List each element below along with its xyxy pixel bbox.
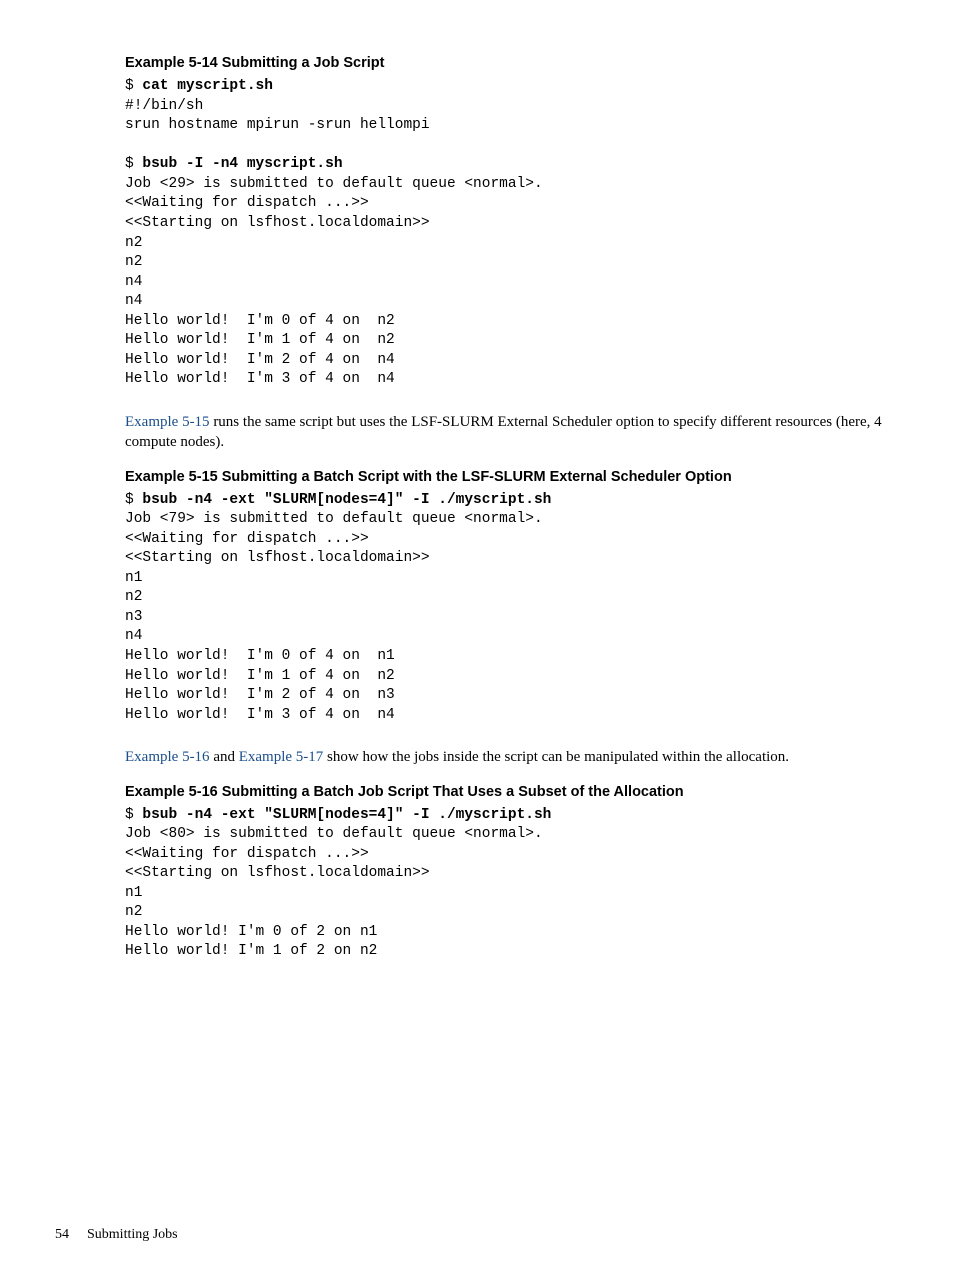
code-prompt: $	[125, 156, 142, 172]
code-output-line: Hello world! I'm 2 of 4 on n4	[125, 352, 395, 368]
code-output-line: Job <80> is submitted to default queue <…	[125, 826, 543, 842]
code-output-line: n4	[125, 628, 142, 644]
code-output-line: n2	[125, 235, 142, 251]
code-output-line: Hello world! I'm 3 of 4 on n4	[125, 707, 395, 723]
example-5-15-link[interactable]: Example 5-15	[125, 414, 210, 430]
code-command: bsub -n4 -ext "SLURM[nodes=4]" -I ./mysc…	[142, 492, 551, 508]
example-5-15-heading: Example 5-15 Submitting a Batch Script w…	[125, 469, 889, 485]
code-output-line: Hello world! I'm 2 of 4 on n3	[125, 687, 395, 703]
code-output-line: Hello world! I'm 1 of 4 on n2	[125, 668, 395, 684]
code-output-line: <<Waiting for dispatch ...>>	[125, 531, 369, 547]
code-output-line: n4	[125, 293, 142, 309]
code-output-line: n1	[125, 885, 142, 901]
code-output-line: Hello world! I'm 1 of 2 on n2	[125, 943, 377, 959]
code-output-line: Job <29> is submitted to default queue <…	[125, 176, 543, 192]
body-text-run: runs the same script but uses the LSF-SL…	[125, 414, 882, 450]
code-output-line: <<Starting on lsfhost.localdomain>>	[125, 215, 430, 231]
example-5-16-heading: Example 5-16 Submitting a Batch Job Scri…	[125, 784, 889, 800]
body-paragraph: Example 5-16 and Example 5-17 show how t…	[125, 747, 889, 767]
code-output-line: <<Waiting for dispatch ...>>	[125, 846, 369, 862]
code-output-line: n4	[125, 274, 142, 290]
code-output-line: Hello world! I'm 3 of 4 on n4	[125, 371, 395, 387]
section-title: Submitting Jobs	[87, 1227, 178, 1242]
code-prompt: $	[125, 78, 142, 94]
code-prompt: $	[125, 492, 142, 508]
example-5-14-heading: Example 5-14 Submitting a Job Script	[125, 55, 889, 71]
code-output-line: n3	[125, 609, 142, 625]
code-output-line: #!/bin/sh	[125, 98, 203, 114]
code-command: cat myscript.sh	[142, 78, 273, 94]
code-command: bsub -n4 -ext "SLURM[nodes=4]" -I ./mysc…	[142, 807, 551, 823]
example-5-16-code: $ bsub -n4 -ext "SLURM[nodes=4]" -I ./my…	[125, 806, 889, 963]
page-footer: 54 Submitting Jobs	[55, 1227, 178, 1243]
code-output-line: Job <79> is submitted to default queue <…	[125, 511, 543, 527]
body-text-run: and	[210, 749, 239, 765]
example-5-17-link[interactable]: Example 5-17	[239, 749, 324, 765]
code-prompt: $	[125, 807, 142, 823]
code-output-line: Hello world! I'm 0 of 2 on n1	[125, 924, 377, 940]
example-5-14-code: $ cat myscript.sh #!/bin/sh srun hostnam…	[125, 77, 889, 390]
code-output-line: Hello world! I'm 0 of 4 on n2	[125, 313, 395, 329]
code-output-line: Hello world! I'm 1 of 4 on n2	[125, 332, 395, 348]
code-output-line: n2	[125, 904, 142, 920]
code-command: bsub -I -n4 myscript.sh	[142, 156, 342, 172]
page-number: 54	[55, 1227, 69, 1242]
example-5-15-code: $ bsub -n4 -ext "SLURM[nodes=4]" -I ./my…	[125, 491, 889, 726]
example-5-16-link[interactable]: Example 5-16	[125, 749, 210, 765]
body-text-run: show how the jobs inside the script can …	[323, 749, 789, 765]
code-output-line: Hello world! I'm 0 of 4 on n1	[125, 648, 395, 664]
code-output-line: <<Starting on lsfhost.localdomain>>	[125, 550, 430, 566]
page-container: Example 5-14 Submitting a Job Script $ c…	[0, 0, 954, 1271]
code-output-line: srun hostname mpirun -srun hellompi	[125, 117, 430, 133]
body-paragraph: Example 5-15 runs the same script but us…	[125, 412, 889, 453]
code-output-line: n2	[125, 589, 142, 605]
code-output-line: <<Starting on lsfhost.localdomain>>	[125, 865, 430, 881]
code-output-line: <<Waiting for dispatch ...>>	[125, 195, 369, 211]
code-output-line: n2	[125, 254, 142, 270]
code-output-line: n1	[125, 570, 142, 586]
